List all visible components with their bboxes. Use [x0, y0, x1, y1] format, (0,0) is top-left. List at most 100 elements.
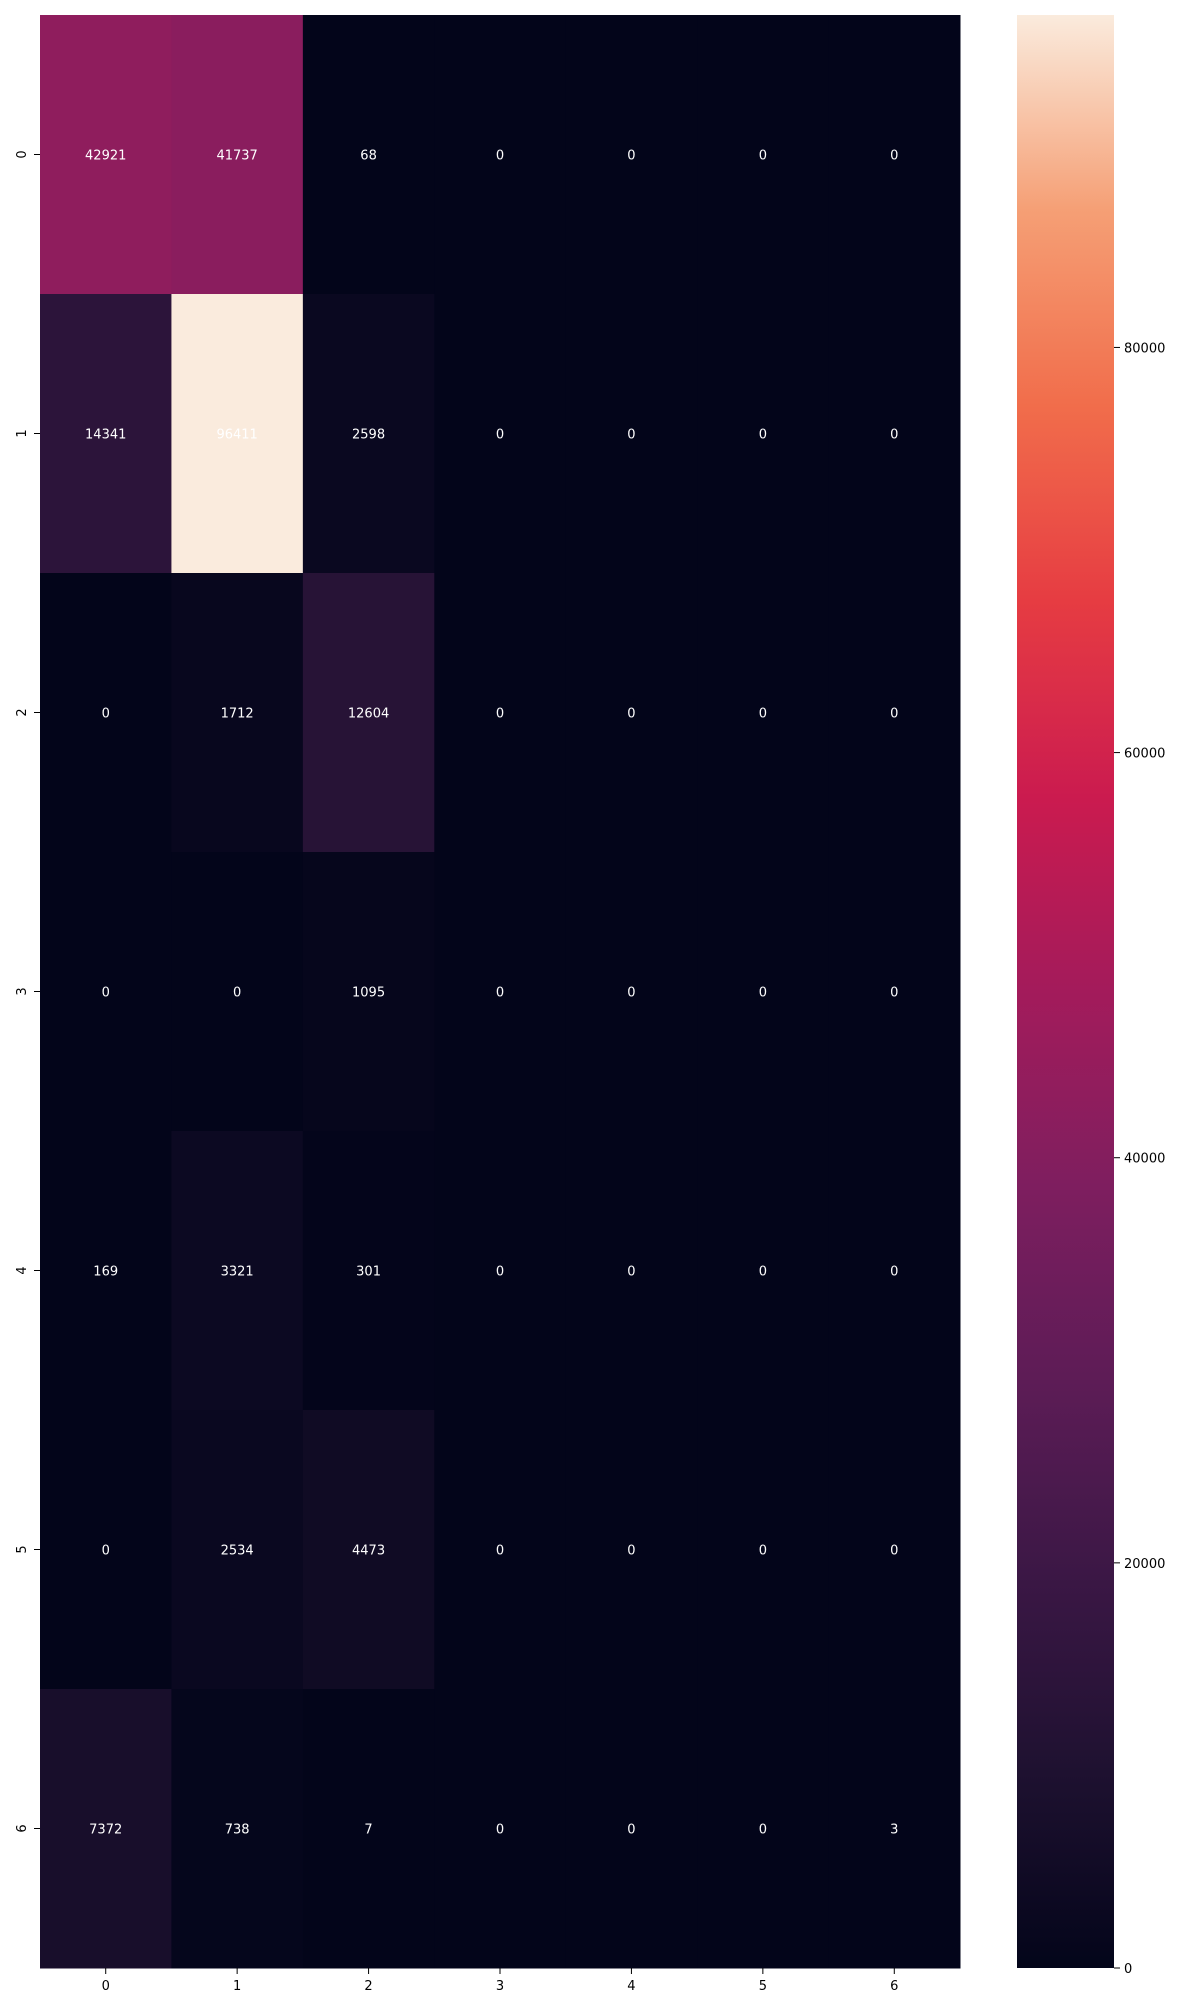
x-tick-label-4: 4	[627, 1979, 635, 1994]
cell-value-r4-c2: 301	[356, 1265, 381, 1280]
y-tick-label-0: 0	[15, 150, 30, 158]
cell-value-r1-c3: 0	[496, 428, 504, 443]
cell-value-r1-c6: 0	[890, 428, 898, 443]
cell-value-r5-c3: 0	[496, 1544, 504, 1559]
cell-value-r4-c3: 0	[496, 1265, 504, 1280]
cell-value-r3-c4: 0	[627, 986, 635, 1001]
cell-value-r6-c4: 0	[627, 1823, 635, 1838]
heatmap-cell-r5-c0	[40, 1410, 172, 1690]
heatmap-cell-r0-c6	[828, 15, 961, 295]
cell-value-r4-c6: 0	[890, 1265, 898, 1280]
heatmap-cell-r3-c2	[302, 852, 435, 1132]
heatmap-cell-r1-c2	[302, 294, 435, 574]
heatmap-cell-r6-c3	[434, 1689, 567, 1969]
heatmap-cell-r3-c6	[828, 852, 961, 1132]
heatmap-cell-r1-c3	[434, 294, 567, 574]
heatmap-cell-r6-c1	[171, 1689, 304, 1969]
heatmap-cell-r3-c5	[697, 852, 830, 1132]
heatmap-cell-r5-c5	[697, 1410, 830, 1690]
cell-value-r4-c1: 3321	[221, 1265, 254, 1280]
x-tick-label-1: 1	[233, 1979, 241, 1994]
heatmap-cell-r0-c5	[697, 15, 830, 295]
cell-value-r4-c5: 0	[759, 1265, 767, 1280]
cell-value-r2-c3: 0	[496, 707, 504, 722]
cell-value-r2-c4: 0	[627, 707, 635, 722]
cell-value-r2-c5: 0	[759, 707, 767, 722]
cell-value-r3-c6: 0	[890, 986, 898, 1001]
heatmap-cell-r4-c4	[565, 1131, 698, 1411]
heatmap-cell-labels: 42921 41737 68 0 0 0 0 14341 96411 2598 0 0 0 0 0 1712 1…	[85, 149, 898, 1838]
heatmap-cell-r2-c1	[171, 573, 304, 853]
heatmap-cell-r2-c2	[302, 573, 435, 853]
heatmap-cell-r3-c3	[434, 852, 567, 1132]
y-tick-label-4: 4	[15, 1266, 30, 1274]
heatmap-cell-r2-c6	[828, 573, 961, 853]
heatmap-cell-r5-c6	[828, 1410, 961, 1690]
heatmap-cell-r6-c5	[697, 1689, 830, 1969]
heatmap-cell-r4-c5	[697, 1131, 830, 1411]
cell-value-r0-c2: 68	[360, 149, 377, 164]
cell-value-r0-c0: 42921	[85, 149, 126, 164]
cell-value-r0-c6: 0	[890, 149, 898, 164]
colorbar-tick-label-1: 20000	[1124, 1557, 1165, 1572]
heatmap-cell-r0-c1	[171, 15, 304, 295]
y-tick-label-5: 5	[15, 1545, 30, 1553]
cell-value-r1-c1: 96411	[216, 428, 257, 443]
cell-value-r1-c0: 14341	[85, 428, 126, 443]
cell-value-r6-c6: 3	[890, 1823, 898, 1838]
x-tick-label-2: 2	[364, 1979, 372, 1994]
x-tick-label-6: 6	[890, 1979, 898, 1994]
y-tick-label-3: 3	[15, 987, 30, 995]
heatmap-cell-r4-c1	[171, 1131, 304, 1411]
cell-value-r3-c0: 0	[102, 986, 110, 1001]
heatmap-cell-r2-c3	[434, 573, 567, 853]
heatmap-cell-r2-c4	[565, 573, 698, 853]
heatmap-cell-r1-c6	[828, 294, 961, 574]
cell-value-r5-c1: 2534	[221, 1544, 254, 1559]
cell-value-r1-c4: 0	[627, 428, 635, 443]
cell-value-r2-c0: 0	[102, 707, 110, 722]
cell-value-r0-c1: 41737	[216, 149, 257, 164]
y-tick-label-1: 1	[15, 429, 30, 437]
colorbar-tick-label-2: 40000	[1124, 1152, 1165, 1167]
cell-value-r0-c4: 0	[627, 149, 635, 164]
cell-value-r6-c1: 738	[225, 1823, 250, 1838]
heatmap-cell-r4-c0	[40, 1131, 172, 1411]
heatmap-cell-r1-c0	[40, 294, 172, 574]
cell-value-r2-c2: 12604	[348, 707, 389, 722]
cell-value-r6-c5: 0	[759, 1823, 767, 1838]
heatmap-cell-r2-c0	[40, 573, 172, 853]
cell-value-r2-c6: 0	[890, 707, 898, 722]
colorbar: 0 20000 40000 60000 80000	[1017, 15, 1165, 1977]
x-tick-label-3: 3	[496, 1979, 504, 1994]
heatmap-cell-r0-c4	[565, 15, 698, 295]
colorbar-tick-label-3: 60000	[1124, 747, 1165, 762]
cell-value-r5-c5: 0	[759, 1544, 767, 1559]
heatmap-cell-r4-c2	[302, 1131, 435, 1411]
y-tick-label-2: 2	[15, 708, 30, 716]
colorbar-tick-label-0: 0	[1124, 1962, 1132, 1977]
heatmap-cell-r3-c0	[40, 852, 172, 1132]
cell-value-r1-c5: 0	[759, 428, 767, 443]
cell-value-r2-c1: 1712	[221, 707, 254, 722]
heatmap-cell-r6-c0	[40, 1689, 172, 1969]
cell-value-r4-c4: 0	[627, 1265, 635, 1280]
y-axis: 0 1 2 3 4 5 6	[15, 150, 40, 1833]
heatmap-cell-r1-c1	[171, 294, 304, 574]
heatmap-cell-r2-c5	[697, 573, 830, 853]
heatmap-cell-r5-c3	[434, 1410, 567, 1690]
heatmap-cell-r6-c4	[565, 1689, 698, 1969]
cell-value-r3-c1: 0	[233, 986, 241, 1001]
cell-value-r5-c4: 0	[627, 1544, 635, 1559]
colorbar-gradient	[1017, 15, 1114, 1968]
heatmap-cell-r0-c2	[302, 15, 435, 295]
cell-value-r5-c2: 4473	[352, 1544, 385, 1559]
x-axis: 0 1 2 3 4 5 6	[102, 1968, 898, 1994]
heatmap-cell-r1-c5	[697, 294, 830, 574]
cell-value-r0-c3: 0	[496, 149, 504, 164]
cell-value-r6-c3: 0	[496, 1823, 504, 1838]
heatmap-cell-r6-c2	[302, 1689, 435, 1969]
heatmap-cell-r5-c1	[171, 1410, 304, 1690]
heatmap-cell-r4-c6	[828, 1131, 961, 1411]
